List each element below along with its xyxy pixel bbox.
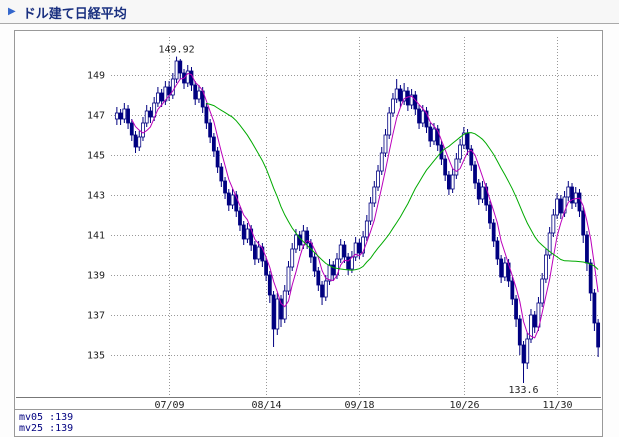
svg-text:143: 143 <box>87 191 105 202</box>
page-header: ▶ ドル建て日経平均 <box>0 0 619 24</box>
mv05-legend-label: mv05 :139 <box>19 412 74 423</box>
svg-text:08/14: 08/14 <box>251 400 281 409</box>
chart-canvas: 135 137 139 141 143 145 147 149 07/09 08/14 09/18 1… <box>16 37 601 409</box>
svg-text:145: 145 <box>87 151 105 162</box>
svg-text:137: 137 <box>87 311 105 322</box>
svg-text:141: 141 <box>87 231 105 242</box>
svg-text:149: 149 <box>87 71 105 82</box>
svg-text:07/09: 07/09 <box>154 400 184 409</box>
svg-text:147: 147 <box>87 111 105 122</box>
mv25-legend-label: mv25 :139 <box>19 423 74 434</box>
svg-text:09/18: 09/18 <box>344 400 374 409</box>
svg-text:10/26: 10/26 <box>449 400 479 409</box>
chart-legend: mv05 :139 mv25 :139 <box>15 409 602 436</box>
play-triangle-icon: ▶ <box>8 6 16 17</box>
svg-text:135: 135 <box>87 351 105 362</box>
candlestick-chart-panel: 135 137 139 141 143 145 147 149 07/09 08/14 09/18 1… <box>14 30 603 437</box>
svg-text:11/30: 11/30 <box>542 400 572 409</box>
svg-text:149.92: 149.92 <box>158 45 194 56</box>
svg-text:133.6: 133.6 <box>508 385 538 396</box>
page-title: ドル建て日経平均 <box>22 6 127 22</box>
svg-text:139: 139 <box>87 271 105 282</box>
